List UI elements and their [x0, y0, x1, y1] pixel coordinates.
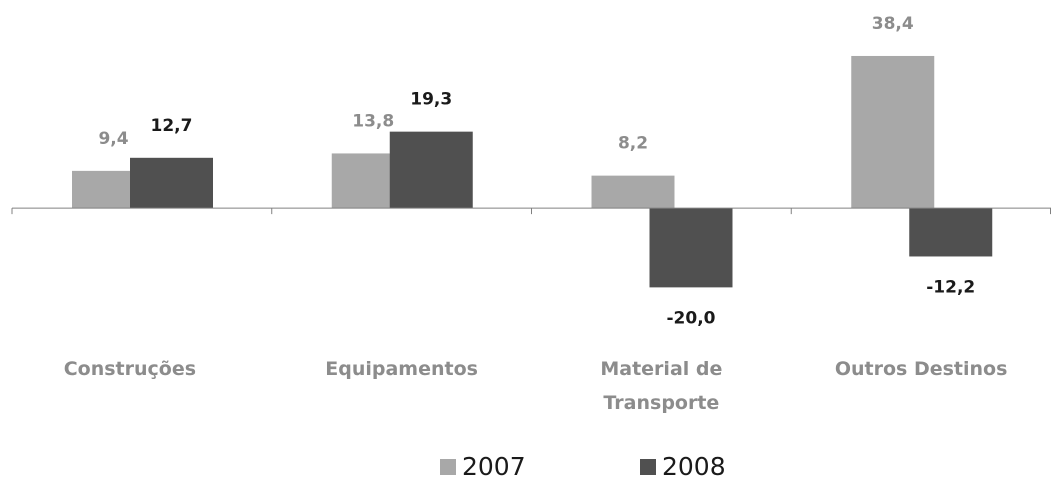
data-label: 38,4 — [872, 14, 914, 34]
legend-label: 2008 — [662, 452, 726, 477]
bar — [389, 131, 473, 209]
data-label: 9,4 — [98, 129, 128, 149]
data-label: 8,2 — [618, 134, 648, 154]
bar — [649, 208, 733, 288]
data-label: -20,0 — [667, 308, 716, 328]
bar — [851, 55, 935, 209]
bar — [130, 157, 213, 209]
x-tick-label: Equipamentos — [325, 358, 478, 380]
x-tick-label: Construções — [63, 358, 197, 380]
legend-swatch — [440, 459, 456, 475]
x-tick-label: Outros Destinos — [834, 358, 1008, 380]
data-label: 12,7 — [151, 116, 193, 136]
bar — [591, 175, 675, 209]
data-label: 19,3 — [410, 90, 452, 110]
legend-label: 2007 — [462, 452, 526, 477]
bar — [909, 208, 993, 257]
data-label: -12,2 — [926, 277, 975, 297]
legend-swatch — [640, 459, 656, 475]
data-label: 13,8 — [352, 111, 394, 131]
x-tick-label: Material de Transporte — [600, 358, 723, 414]
